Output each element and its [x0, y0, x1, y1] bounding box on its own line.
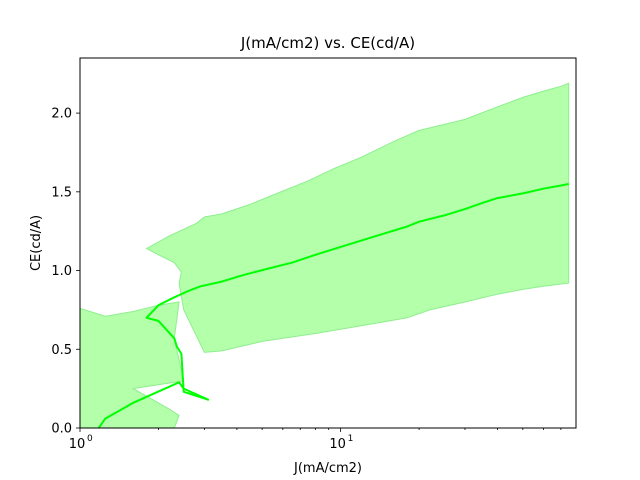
y-tick-label: 0.5 [51, 343, 72, 358]
y-tick-label: 1.0 [51, 264, 72, 279]
plot-frame [79, 57, 577, 429]
x-tick-label: 10 [69, 437, 86, 452]
x-axis-ticks: 10 0 10 1 [69, 428, 562, 452]
confidence-band-2 [145, 82, 570, 353]
y-tick-label: 0.0 [51, 422, 72, 437]
series-line-1 [97, 183, 569, 428]
confidence-band-1 [80, 301, 185, 428]
series-lines [97, 183, 569, 428]
x-axis-label: J(mA/cm2) [293, 461, 362, 476]
x-tick-exponent: 0 [87, 434, 93, 444]
x-tick-label: 10 [329, 437, 346, 452]
y-axis-ticks: 0.0 0.5 1.0 1.5 2.0 [51, 107, 80, 437]
x-tick-exponent: 1 [348, 434, 354, 444]
y-axis-label: CE(cd/A) [29, 215, 44, 271]
y-tick-label: 1.5 [51, 185, 72, 200]
chart-title: J(mA/cm2) vs. CE(cd/A) [240, 34, 415, 52]
y-tick-label: 2.0 [51, 107, 72, 122]
confidence-bands [80, 82, 570, 428]
